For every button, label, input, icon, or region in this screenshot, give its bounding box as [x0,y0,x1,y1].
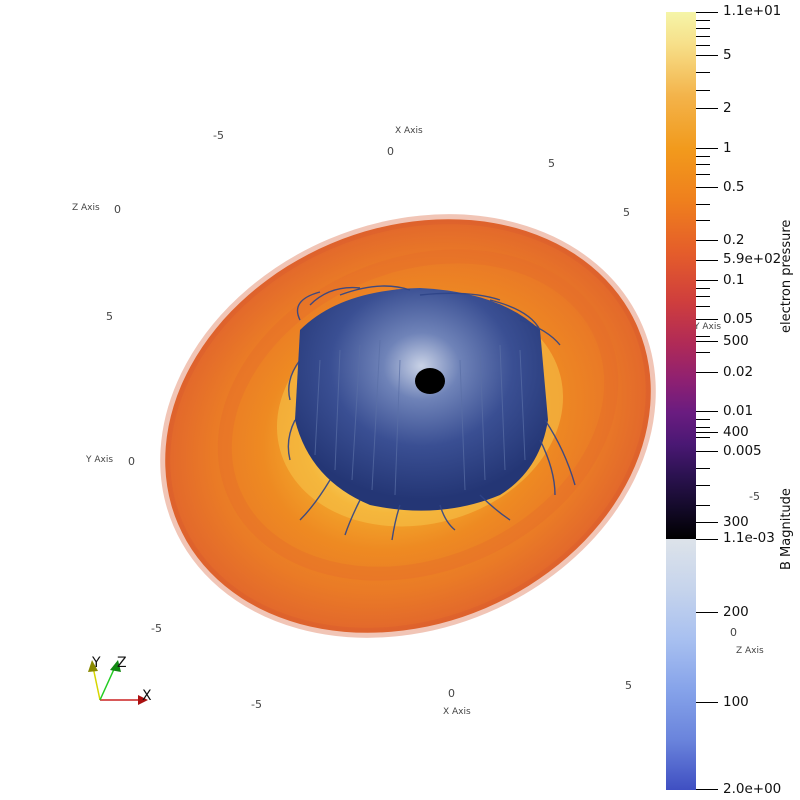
axis-tick-label: -5 [749,490,760,503]
axis-tick-label: 5 [625,679,632,692]
colorbar-minor-tick [696,28,710,29]
orientation-x-label: X [142,688,152,704]
pressure-tick-label: 5 [723,47,732,63]
axis-tick-label: 0 [387,145,394,158]
colorbar-minor-tick [696,220,710,221]
axis-tick-label: 5 [106,310,113,323]
colorbar-tick [696,451,718,452]
colorbar-minor-tick [696,288,710,289]
pressure-tick-label: 0.005 [723,443,762,459]
x-axis-title-bottom: X Axis [443,707,471,717]
colorbar-tick [696,612,718,613]
colorbar-tick [696,539,718,540]
electron-pressure-colorbar[interactable] [666,12,696,539]
bmag-tick-label: 300 [723,514,749,530]
pressure-tick-label: 0.5 [723,179,745,195]
colorbar-minor-tick [696,174,710,175]
colorbar-tick [696,280,718,281]
pressure-tick-label: 0.01 [723,403,754,419]
colorbar-minor-tick [696,20,710,21]
bmag-min-label: 2.0e+00 [723,781,782,797]
colorbar-tick [696,789,718,790]
orientation-y-label: Y [92,655,101,671]
colorbar-tick [696,702,718,703]
bmag-tick-label: 400 [723,424,749,440]
colorbar-tick [696,55,718,56]
colorbar-tick [696,432,718,433]
core-sphere [415,368,445,394]
colorbar-tick [696,187,718,188]
axis-tick-label: 5 [548,157,555,170]
colorbar-minor-tick [696,437,710,438]
bmag-tick-label: 200 [723,604,749,620]
field-streamlines [287,285,576,541]
colorbar-minor-tick [696,352,710,353]
y-axis-title-left: Y Axis [86,455,114,465]
axis-tick-label: -5 [213,129,224,142]
colorbar-minor-tick [696,419,710,420]
bmag-max-label: 5.9e+02 [723,251,782,267]
z-axis-title-right: Z Axis [736,646,764,656]
axis-tick-label: -5 [251,698,262,711]
axis-tick-label: 0 [730,626,737,639]
colorbar-minor-tick [696,36,710,37]
axis-tick-label: -5 [151,622,162,635]
pressure-max-label: 1.1e+01 [723,3,782,19]
colorbar-tick [696,522,718,523]
colorbar-minor-tick [696,485,710,486]
pressure-tick-label: 2 [723,100,732,116]
pressure-tick-label: 0.1 [723,272,745,288]
b-magnitude-title: B Magnitude [779,488,794,570]
b-magnitude-colorbar[interactable] [666,539,696,790]
axis-tick-label: 0 [114,203,121,216]
colorbar-tick [696,260,718,261]
colorbar-minor-tick [696,72,710,73]
colorbar-minor-tick [696,296,710,297]
colorbar-minor-tick [696,90,710,91]
colorbar-panel: 1.1e+01 5 2 1 0.5 0.2 5.9e+02 0.1 0.05 5… [660,0,800,800]
colorbar-tick [696,411,718,412]
colorbar-minor-tick [696,164,710,165]
colorbar-tick [696,108,718,109]
colorbar-minor-tick [696,306,710,307]
colorbar-minor-tick [696,427,710,428]
bmag-tick-label: 500 [723,333,749,349]
colorbar-minor-tick [696,505,710,506]
colorbar-minor-tick [696,336,710,337]
axis-tick-label: 0 [448,687,455,700]
pressure-tick-label: 0.05 [723,311,754,327]
colorbar-minor-tick [696,156,710,157]
electron-pressure-title: electron pressure [779,219,794,333]
colorbar-minor-tick [696,204,710,205]
pressure-tick-label: 0.2 [723,232,745,248]
y-axis-title-right: Y Axis [694,322,722,332]
colorbar-tick [696,372,718,373]
colorbar-tick [696,319,718,320]
pressure-min-label: 1.1e-03 [723,530,775,546]
colorbar-minor-tick [696,468,710,469]
pressure-tick-label: 0.02 [723,364,754,380]
colorbar-tick [696,240,718,241]
colorbar-tick [696,341,718,342]
pressure-tick-label: 1 [723,140,732,156]
z-axis-title-left: Z Axis [72,203,100,213]
bmag-tick-label: 100 [723,694,749,710]
axis-tick-label: 0 [128,455,135,468]
orientation-z-label: Z [117,655,127,671]
x-axis-title-top: X Axis [395,126,423,136]
colorbar-tick [696,12,718,13]
colorbar-minor-tick [696,45,710,46]
orientation-axes[interactable] [88,660,148,705]
axis-tick-label: 5 [623,206,630,219]
colorbar-tick [696,148,718,149]
